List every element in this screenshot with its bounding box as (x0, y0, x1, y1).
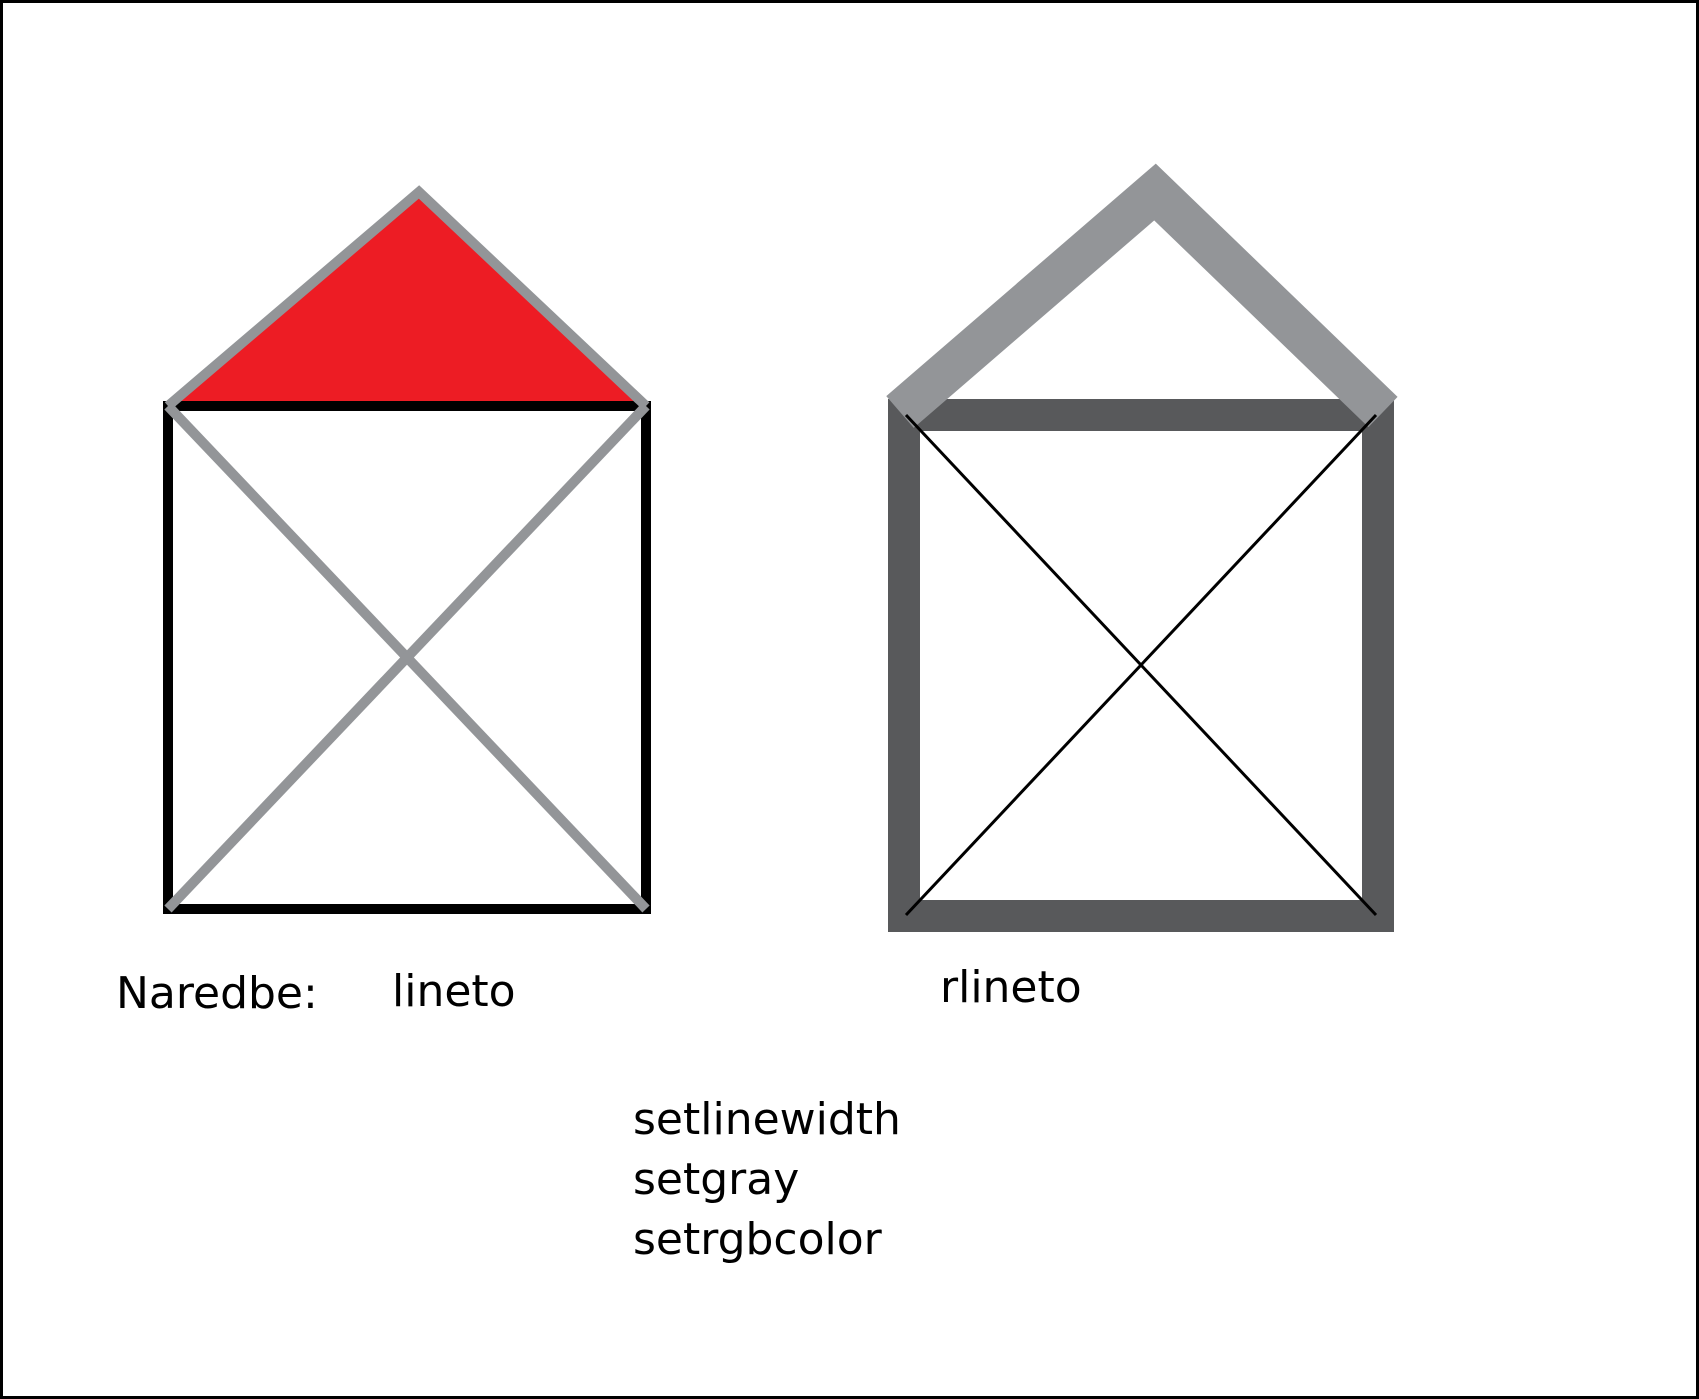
left-house-walls (163, 401, 651, 914)
right-roof-outline (886, 163, 1398, 428)
command-item: setlinewidth (633, 1094, 901, 1145)
command-list: setlinewidth setgray setrgbcolor (633, 1090, 901, 1270)
left-diagonal-2 (164, 402, 650, 913)
rlineto-label: rlineto (940, 962, 1082, 1013)
right-house (886, 163, 1398, 932)
left-house (163, 185, 651, 914)
left-roof-fill (168, 192, 646, 406)
right-house-walls (888, 399, 1394, 932)
command-item: setgray (633, 1154, 800, 1205)
left-roof-outline (164, 185, 650, 410)
command-item: setrgbcolor (633, 1214, 882, 1265)
lineto-label: lineto (392, 966, 516, 1017)
right-diagonal-2 (904, 413, 1378, 917)
commands-prefix-label: Naredbe: (116, 968, 318, 1019)
